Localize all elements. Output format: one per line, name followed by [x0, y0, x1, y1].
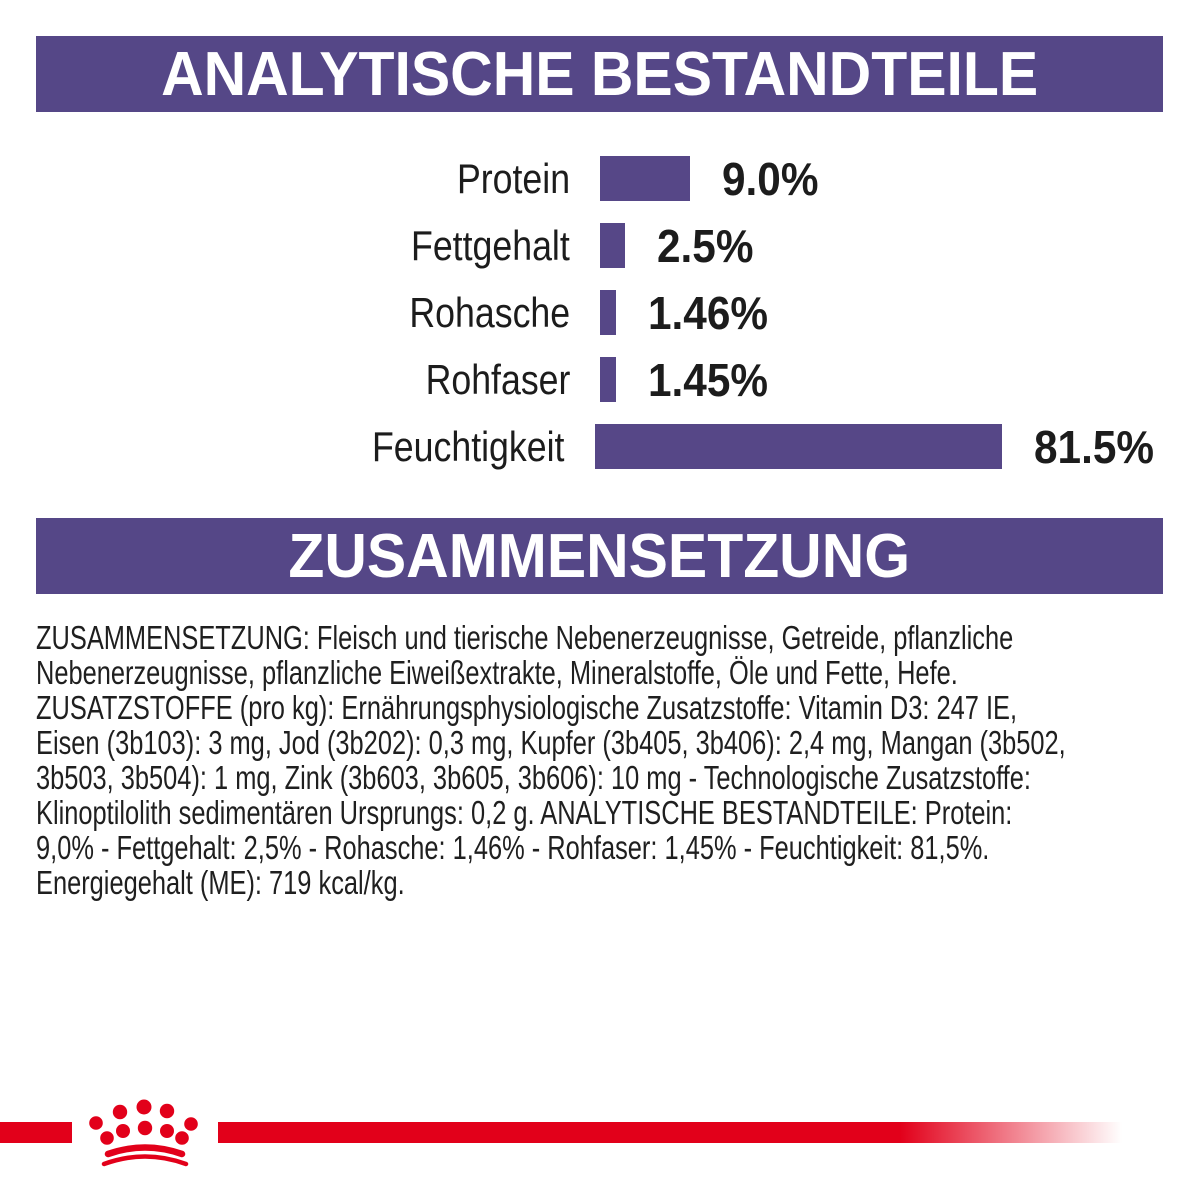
composition-line-text: Eisen (3b103): 3 mg, Jod (3b202): 0,3 mg…	[36, 724, 1066, 761]
value-label: 1.45%	[648, 353, 778, 407]
category-label: Fettgehalt	[36, 222, 570, 270]
composition-line: ZUSAMMENSETZUNG: Fleisch und tierische N…	[36, 620, 1164, 655]
composition-line: Eisen (3b103): 3 mg, Jod (3b202): 0,3 mg…	[36, 725, 1164, 760]
composition-line-text: 9,0% - Fettgehalt: 2,5% - Rohasche: 1,46…	[36, 829, 990, 866]
chart-row-fettgehalt: Fettgehalt 2.5%	[36, 212, 1164, 279]
chart-row-rohasche: Rohasche 1.46%	[36, 279, 1164, 346]
chart-row-rohfaser: Rohfaser 1.45%	[36, 346, 1164, 413]
value-bar	[600, 290, 616, 335]
value-bar	[600, 223, 625, 268]
value-bar	[600, 156, 690, 201]
composition-line-text: Energiegehalt (ME): 719 kcal/kg.	[36, 864, 405, 901]
crown-logo-block	[72, 1090, 218, 1170]
composition-line: 3b503, 3b504): 1 mg, Zink (3b603, 3b605,…	[36, 760, 1164, 795]
royal-canin-crown-icon	[89, 1099, 198, 1167]
category-label-text: Rohfaser	[425, 355, 570, 403]
composition-line: Nebenerzeugnisse, pflanzliche Eiweißextr…	[36, 655, 1164, 690]
composition-line-text: ZUSAMMENSETZUNG: Fleisch und tierische N…	[36, 619, 1014, 656]
value-label-text: 9.0%	[722, 152, 819, 205]
value-bar	[600, 357, 616, 402]
value-label-text: 81.5%	[1033, 420, 1154, 473]
analytical-constituents-bar-chart: Protein 9.0% Fettgehalt 2.5% Rohasche 1.46% Ro…	[36, 145, 1164, 480]
analytical-constituents-banner: ANALYTISCHE BESTANDTEILE	[36, 36, 1163, 112]
composition-line-text: 3b503, 3b504): 1 mg, Zink (3b603, 3b605,…	[36, 759, 1031, 796]
chart-row-feuchtigkeit: Feuchtigkeit 81.5%	[36, 413, 1164, 480]
analytical-constituents-title: ANALYTISCHE BESTANDTEILE	[160, 39, 1039, 109]
chart-row-protein: Protein 9.0%	[36, 145, 1164, 212]
value-label: 1.46%	[648, 286, 778, 340]
category-label: Rohasche	[36, 289, 570, 337]
category-label-text: Rohasche	[409, 288, 570, 336]
composition-line: 9,0% - Fettgehalt: 2,5% - Rohasche: 1,46…	[36, 830, 1164, 865]
composition-banner: ZUSAMMENSETZUNG	[36, 518, 1163, 594]
value-label-text: 2.5%	[657, 219, 754, 272]
composition-line: ZUSATZSTOFFE (pro kg): Ernährungsphysiol…	[36, 690, 1164, 725]
category-label: Protein	[36, 155, 570, 203]
composition-line-text: ZUSATZSTOFFE (pro kg): Ernährungsphysiol…	[36, 689, 1018, 726]
value-label-text: 1.45%	[648, 353, 769, 406]
composition-paragraph: ZUSAMMENSETZUNG: Fleisch und tierische N…	[36, 620, 1164, 900]
composition-line: Klinoptilolith sedimentären Ursprungs: 0…	[36, 795, 1164, 830]
category-label: Feuchtigkeit	[36, 422, 565, 471]
composition-title: ZUSAMMENSETZUNG	[288, 521, 911, 591]
category-label-text: Feuchtigkeit	[372, 422, 565, 470]
value-label: 81.5%	[1034, 420, 1164, 474]
brand-red-stripe	[0, 1122, 1200, 1143]
value-label: 9.0%	[722, 152, 827, 206]
value-label: 2.5%	[657, 219, 762, 273]
value-bar	[594, 424, 1002, 469]
value-label-text: 1.46%	[648, 286, 769, 339]
composition-line: Energiegehalt (ME): 719 kcal/kg.	[36, 865, 1164, 900]
category-label: Rohfaser	[36, 356, 570, 404]
composition-line-text: Nebenerzeugnisse, pflanzliche Eiweißextr…	[36, 654, 958, 691]
category-label-text: Fettgehalt	[411, 221, 570, 269]
category-label-text: Protein	[456, 154, 570, 202]
composition-line-text: Klinoptilolith sedimentären Ursprungs: 0…	[36, 794, 1013, 831]
